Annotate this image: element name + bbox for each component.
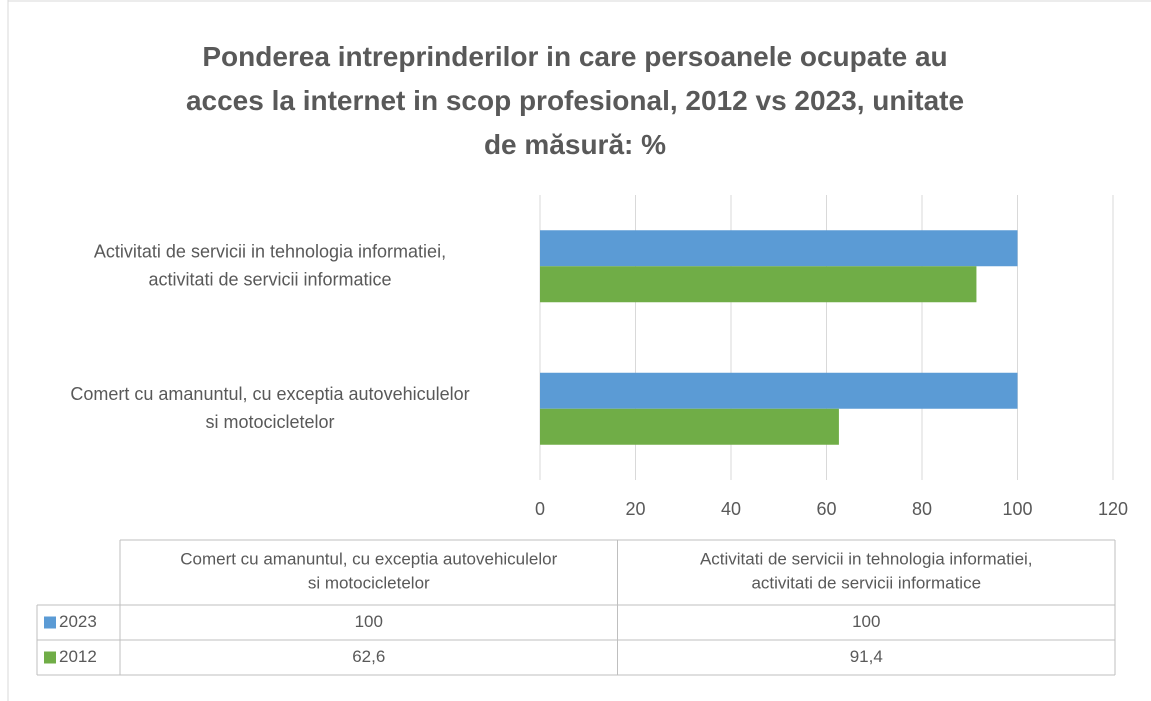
y-tick-label: Activitati de servicii in tehnologia inf…	[94, 241, 446, 289]
chart-title: Ponderea intreprinderilor in care persoa…	[186, 41, 964, 160]
legend-label: 2023	[59, 612, 97, 631]
bar	[540, 372, 1018, 409]
bar	[540, 408, 839, 445]
legend-label: 2012	[59, 647, 97, 666]
x-tick-label: 20	[625, 499, 645, 519]
legend-key	[44, 651, 56, 664]
x-tick-label: 60	[816, 499, 836, 519]
bar	[540, 230, 1018, 267]
table-value: 100	[852, 612, 880, 631]
x-tick-label: 80	[912, 499, 932, 519]
y-tick-label: Comert cu amanuntul, cu exceptia autoveh…	[70, 384, 469, 432]
legend-key	[44, 616, 56, 629]
x-tick-label: 100	[1002, 499, 1032, 519]
x-tick-label: 40	[721, 499, 741, 519]
x-tick-label: 120	[1098, 499, 1128, 519]
table-header: Activitati de servicii in tehnologia inf…	[700, 550, 1033, 593]
table-value: 91,4	[850, 647, 883, 666]
table-header: Comert cu amanuntul, cu exceptia autoveh…	[180, 550, 557, 593]
table-value: 100	[355, 612, 383, 631]
x-tick-label: 0	[535, 499, 545, 519]
table-value: 62,6	[352, 647, 385, 666]
bar	[540, 266, 977, 303]
